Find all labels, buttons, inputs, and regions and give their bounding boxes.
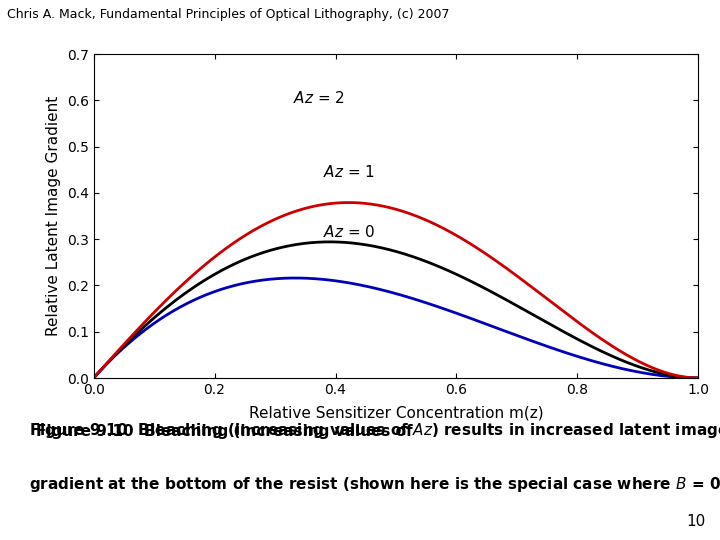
Text: Figure 9.10  Bleaching (increasing values of: Figure 9.10 Bleaching (increasing values… [36,424,418,439]
Text: $Az$ = 0: $Az$ = 0 [323,224,376,240]
Text: $Az$ = 1: $Az$ = 1 [323,164,375,180]
Text: $Az$ = 2: $Az$ = 2 [293,90,345,106]
Text: Chris A. Mack, Fundamental Principles of Optical Lithography, (c) 2007: Chris A. Mack, Fundamental Principles of… [7,8,450,21]
Text: Figure 9.10  Bleaching (increasing values of $\it{Az}$) results in increased lat: Figure 9.10 Bleaching (increasing values… [29,421,720,440]
X-axis label: Relative Sensitizer Concentration m(z): Relative Sensitizer Concentration m(z) [248,405,544,420]
Y-axis label: Relative Latent Image Gradient: Relative Latent Image Gradient [46,96,61,336]
Text: 10: 10 [686,514,706,529]
Text: gradient at the bottom of the resist (shown here is the special case where $\it{: gradient at the bottom of the resist (sh… [29,475,720,494]
